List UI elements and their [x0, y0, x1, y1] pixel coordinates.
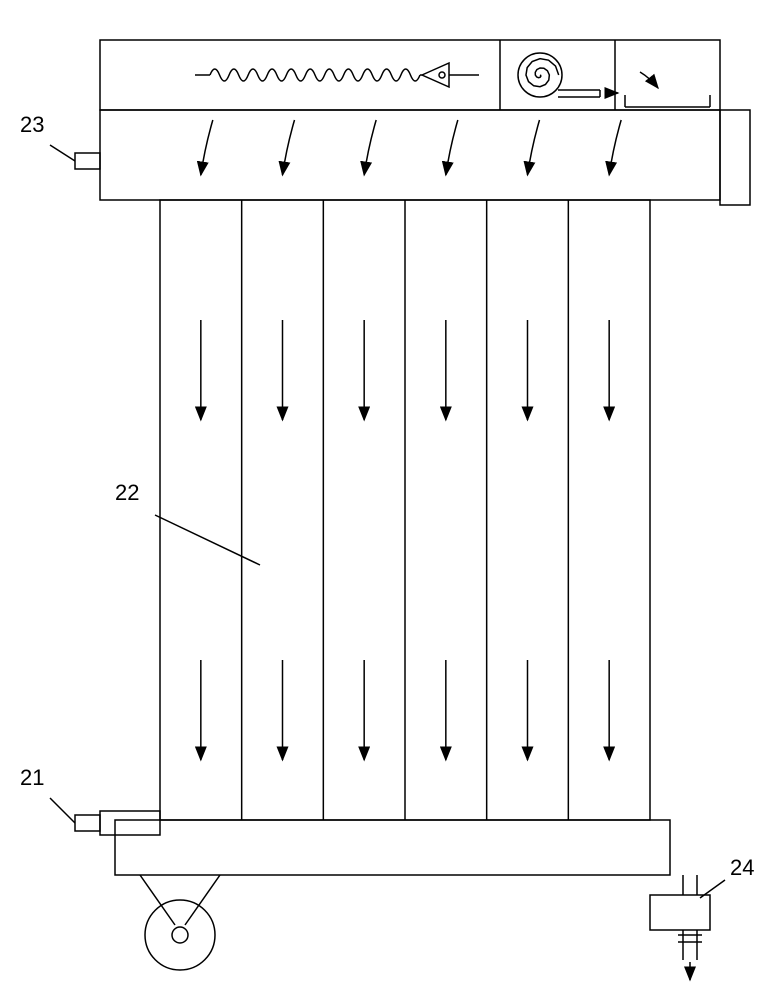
label-21: 21	[20, 765, 44, 791]
label-24: 24	[730, 855, 754, 881]
diagram-container: 21 22 23 24	[0, 0, 783, 1000]
label-23: 23	[20, 112, 44, 138]
label-22: 22	[115, 480, 139, 506]
